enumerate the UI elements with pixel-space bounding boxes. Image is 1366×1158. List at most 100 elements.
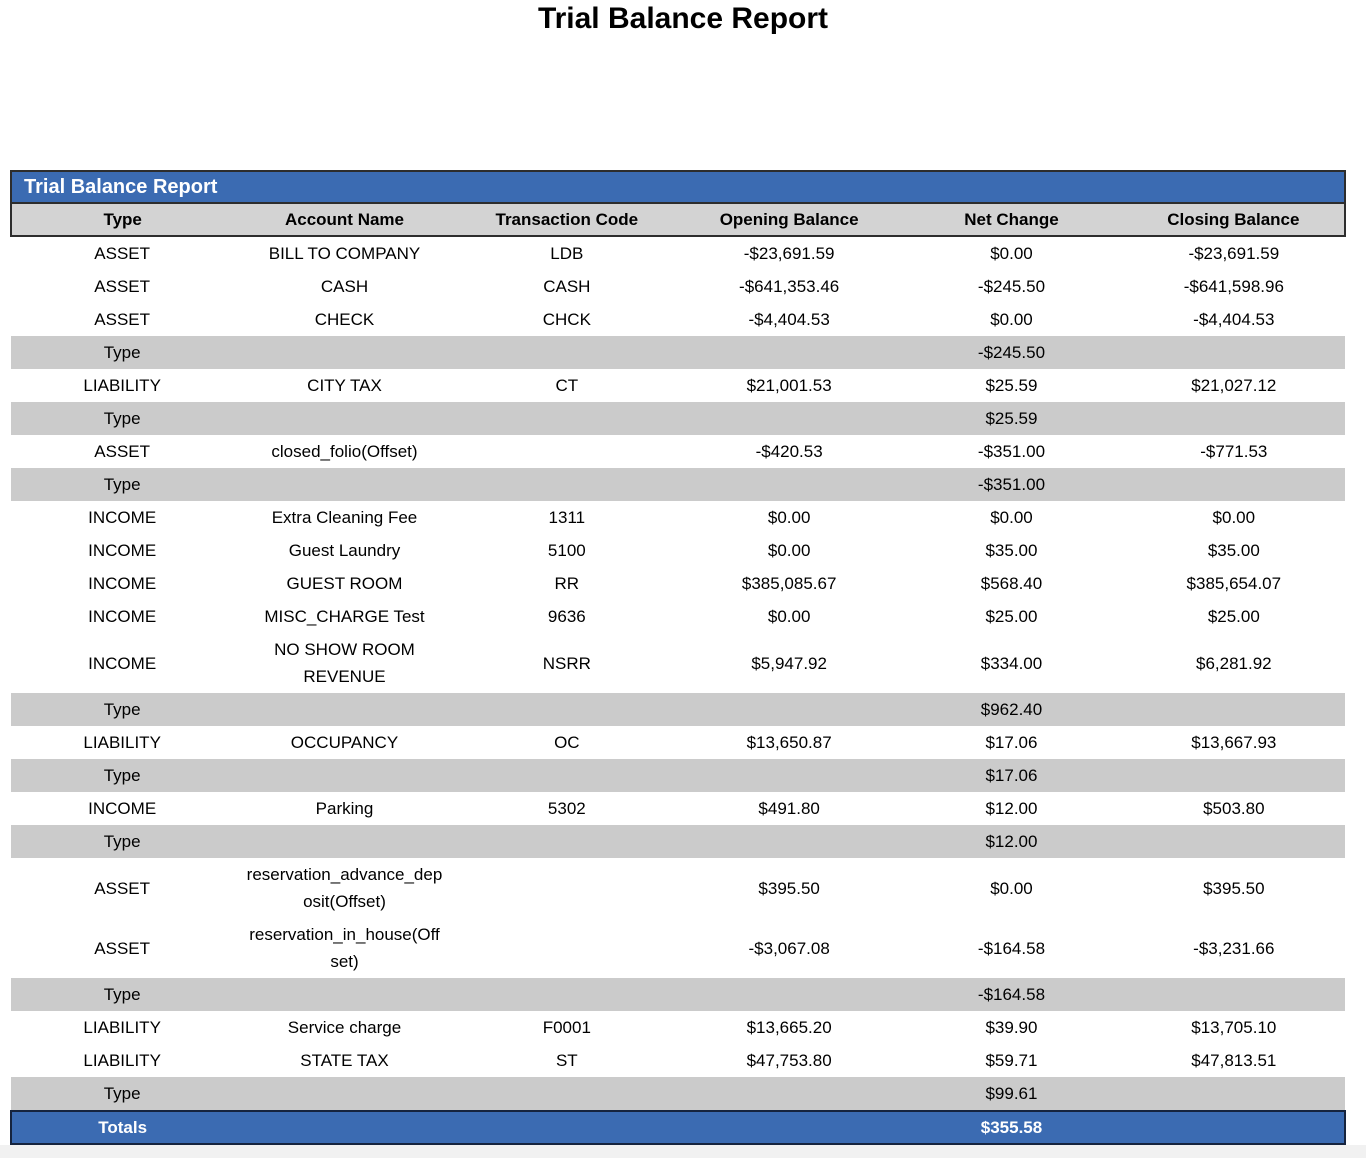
subtotal-empty-cell [455,402,678,435]
column-header-net-change: Net Change [900,203,1123,237]
table-row: LIABILITY STATE TAX ST $47,753.80 $59.71 $47,… [11,1044,1345,1077]
cell-type: INCOME [11,600,234,633]
column-header-transaction-code: Transaction Code [455,203,678,237]
subtotal-net-change: $962.40 [900,693,1123,726]
cell-net-change: $0.00 [900,501,1123,534]
subtotal-label: Type [11,759,234,792]
subtotal-empty-cell [1122,1077,1345,1111]
totals-net-change: $355.58 [900,1110,1123,1145]
totals-empty-cell [677,1110,901,1145]
cell-opening-balance: -$420.53 [677,435,901,468]
subtotal-empty-cell [677,978,901,1011]
totals-label: Totals [9,1110,234,1145]
subtotal-row: Type -$164.58 [11,978,1345,1011]
subtotal-empty-cell [455,825,678,858]
cell-type: ASSET [11,435,234,468]
cell-account-name: CITY TAX [233,369,456,402]
cell-opening-balance: $13,650.87 [677,726,901,759]
cell-net-change: $59.71 [900,1044,1123,1077]
cell-type: ASSET [11,270,234,303]
subtotal-empty-cell [455,1077,678,1111]
totals-empty-cell [455,1110,678,1145]
cell-closing-balance: $395.50 [1122,858,1345,918]
cell-transaction-code: 1311 [455,501,678,534]
subtotal-empty-cell [1122,402,1345,435]
cell-opening-balance: $47,753.80 [677,1044,901,1077]
subtotal-label: Type [11,1077,234,1111]
subtotal-empty-cell [455,978,678,1011]
subtotal-empty-cell [455,693,678,726]
page-title: Trial Balance Report [537,2,829,35]
cell-account-name: closed_folio(Offset) [233,435,456,468]
table-row: ASSET reservation_advance_deposit(Offset)… [11,858,1345,918]
cell-opening-balance: -$3,067.08 [677,918,901,978]
cell-type: LIABILITY [11,726,234,759]
subtotal-empty-cell [1122,693,1345,726]
cell-transaction-code: 5100 [455,534,678,567]
totals-empty-cell [233,1110,456,1145]
subtotal-empty-cell [1122,759,1345,792]
cell-closing-balance: $25.00 [1122,600,1345,633]
cell-net-change: $0.00 [900,858,1123,918]
subtotal-row: Type $99.61 [11,1077,1345,1111]
column-header-closing-balance: Closing Balance [1122,203,1347,237]
cell-transaction-code: CASH [455,270,678,303]
cell-account-name: GUEST ROOM [233,567,456,600]
cell-closing-balance: $13,705.10 [1122,1011,1345,1044]
cell-net-change: $25.59 [900,369,1123,402]
table-row: INCOME Guest Laundry 5100 $0.00 $35.00 $35.00 [11,534,1345,567]
cell-net-change: -$245.50 [900,270,1123,303]
cell-transaction-code: CT [455,369,678,402]
subtotal-empty-cell [1122,336,1345,369]
subtotal-empty-cell [677,759,901,792]
cell-transaction-code: F0001 [455,1011,678,1044]
table-row: LIABILITY Service charge F0001 $13,665.20 $3… [11,1011,1345,1044]
cell-opening-balance: $13,665.20 [677,1011,901,1044]
cell-type: INCOME [11,534,234,567]
cell-type: INCOME [11,567,234,600]
subtotal-net-change: $12.00 [900,825,1123,858]
cell-transaction-code: RR [455,567,678,600]
subtotal-empty-cell [455,759,678,792]
cell-closing-balance: -$4,404.53 [1122,303,1345,336]
cell-closing-balance: $0.00 [1122,501,1345,534]
cell-opening-balance: $0.00 [677,534,901,567]
cell-net-change: $568.40 [900,567,1123,600]
subtotal-empty-cell [233,1077,456,1111]
subtotal-empty-cell [455,336,678,369]
cell-opening-balance: $5,947.92 [677,633,901,693]
table-title-bar: Trial Balance Report [10,170,1346,204]
cell-transaction-code: 5302 [455,792,678,825]
cell-account-name: Extra Cleaning Fee [233,501,456,534]
cell-type: ASSET [11,236,234,270]
table-row: ASSET reservation_in_house(Offset) -$3,067… [11,918,1345,978]
cell-opening-balance: $385,085.67 [677,567,901,600]
column-header-row: Type Account Name Transaction Code Openi… [9,203,1347,237]
column-header-opening-balance: Opening Balance [677,203,901,237]
cell-net-change: $35.00 [900,534,1123,567]
subtotal-net-change: -$245.50 [900,336,1123,369]
cell-transaction-code: CHCK [455,303,678,336]
subtotal-label: Type [11,825,234,858]
totals-row: Totals $355.58 [9,1110,1347,1145]
cell-opening-balance: $21,001.53 [677,369,901,402]
cell-account-name: Service charge [233,1011,456,1044]
cell-closing-balance: -$641,598.96 [1122,270,1345,303]
subtotal-empty-cell [233,693,456,726]
cell-opening-balance: -$641,353.46 [677,270,901,303]
cell-closing-balance: $6,281.92 [1122,633,1345,693]
subtotal-net-change: -$164.58 [900,978,1123,1011]
cell-opening-balance: -$23,691.59 [677,236,901,270]
table-title: Trial Balance Report [10,170,1346,204]
cell-closing-balance: $385,654.07 [1122,567,1345,600]
cell-transaction-code [455,918,678,978]
subtotal-empty-cell [233,759,456,792]
cell-account-name: Guest Laundry [233,534,456,567]
cell-type: INCOME [11,501,234,534]
subtotal-net-change: $99.61 [900,1077,1123,1111]
subtotal-row: Type $17.06 [11,759,1345,792]
cell-transaction-code: 9636 [455,600,678,633]
cell-account-name: BILL TO COMPANY [233,236,456,270]
table-row: ASSET BILL TO COMPANY LDB -$23,691.59 $0.00-… [11,236,1345,270]
